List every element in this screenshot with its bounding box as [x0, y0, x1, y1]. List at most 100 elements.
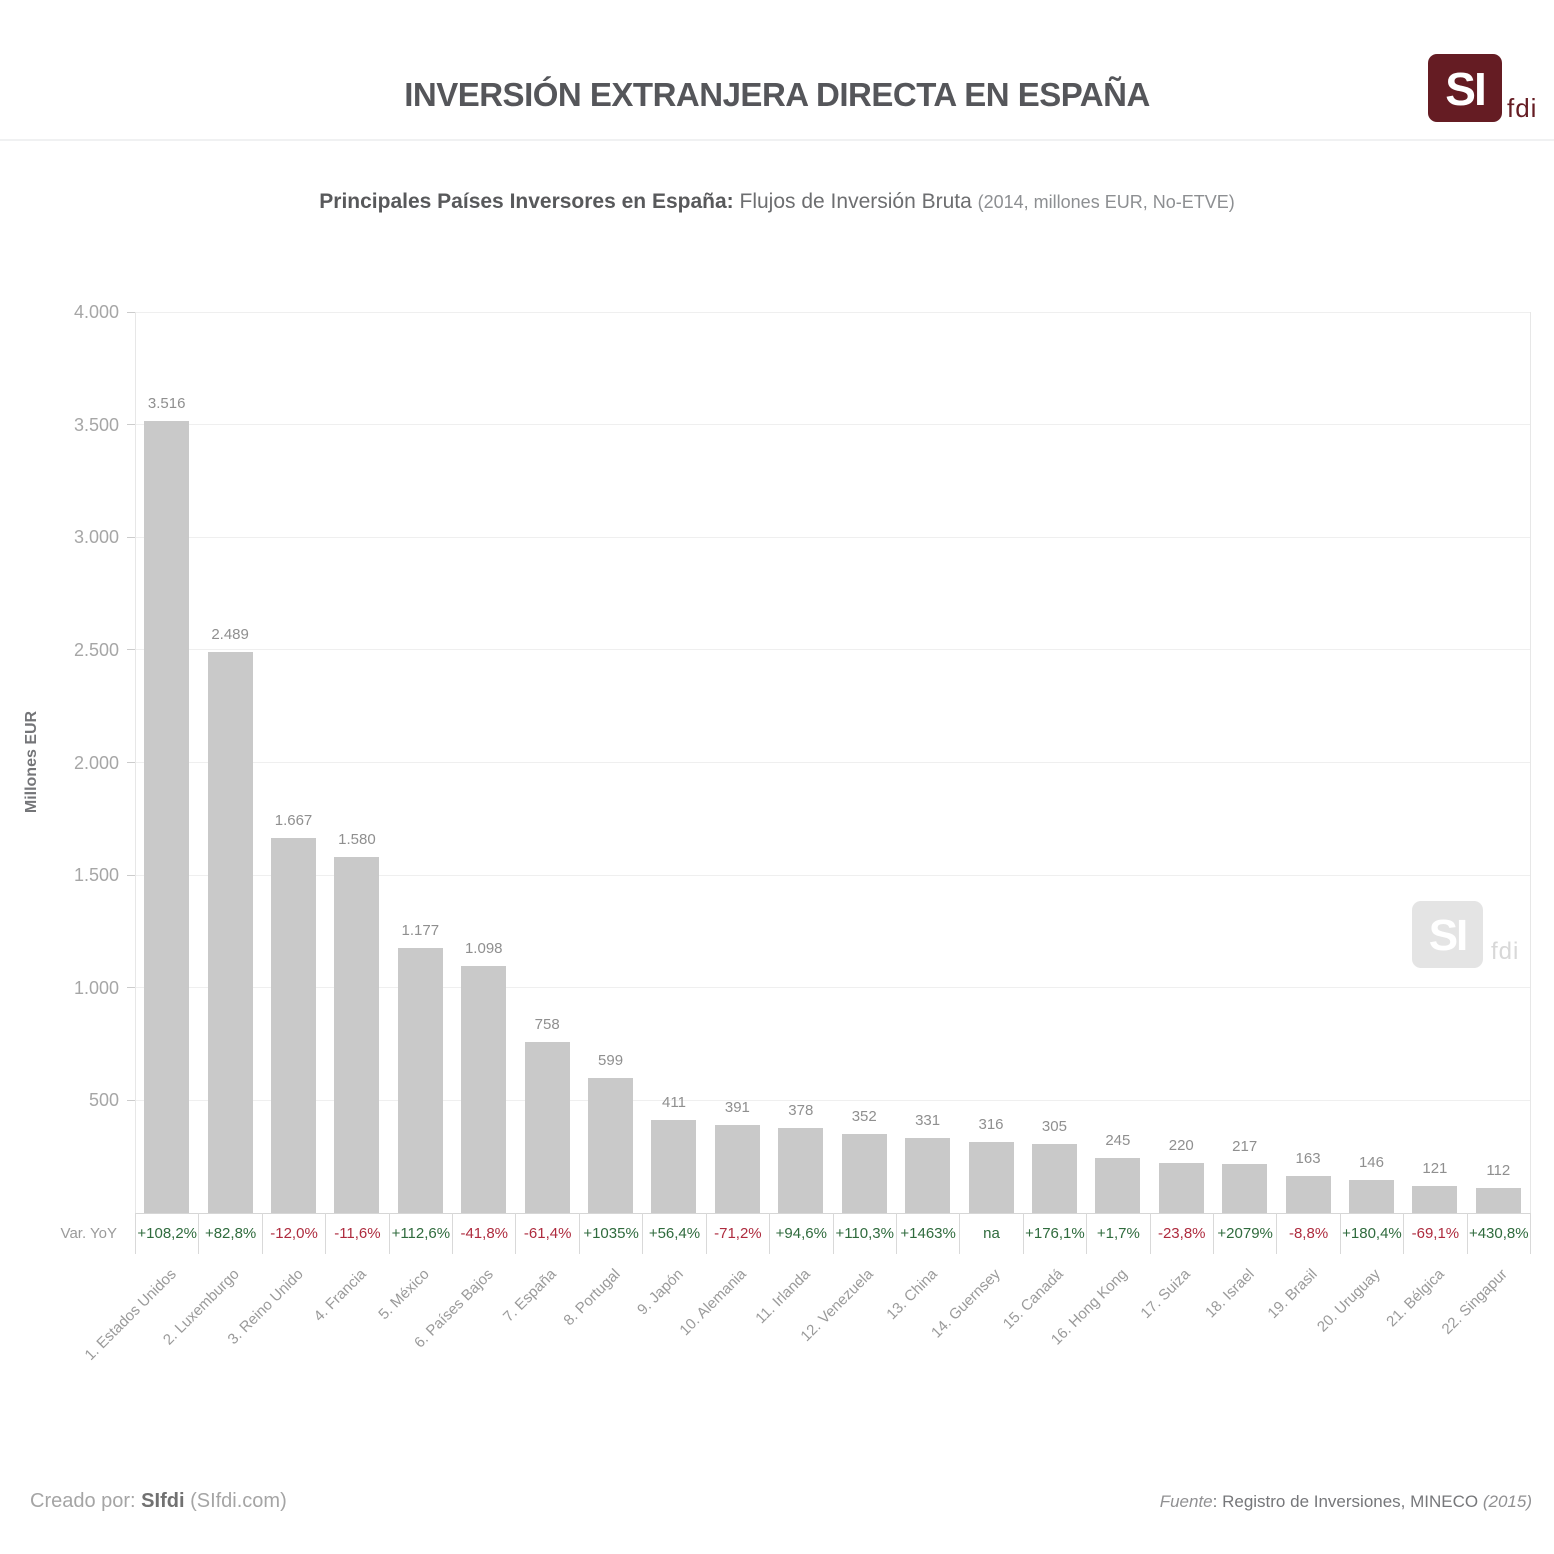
footer-source-word: Fuente	[1159, 1492, 1213, 1511]
logo-si-text: SI	[1445, 63, 1486, 115]
yoy-cell: +108,2%	[135, 1213, 198, 1254]
yoy-cell: -11,6%	[325, 1213, 388, 1254]
bar	[651, 1120, 697, 1213]
bar-value-label: 2.489	[211, 626, 249, 644]
bar-value-label: 146	[1358, 1154, 1384, 1172]
y-tick-mark	[127, 1099, 135, 1101]
bar	[714, 1124, 760, 1213]
bar	[207, 652, 253, 1213]
yoy-cell: +2079%	[1212, 1213, 1276, 1254]
bar-value-label: 112	[1486, 1161, 1511, 1179]
gridline	[135, 424, 1530, 426]
bar	[1285, 1176, 1331, 1213]
bar	[461, 965, 507, 1213]
yoy-row-right-border	[1530, 1213, 1531, 1254]
yoy-cell: -8,8%	[1276, 1213, 1339, 1254]
footer-source-main: : Registro de Inversiones, MINECO	[1212, 1492, 1479, 1511]
y-tick-label: 1.500	[73, 865, 119, 886]
watermark-fdi-text: fdi	[1491, 938, 1520, 965]
gridline	[135, 536, 1530, 538]
y-tick-mark	[127, 874, 135, 876]
yoy-cell: +1463%	[895, 1213, 959, 1254]
logo-fdi-text: fdi	[1507, 93, 1538, 123]
page-title: INVERSIÓN EXTRANJERA DIRECTA EN ESPAÑA	[404, 76, 1150, 113]
gridline	[135, 311, 1530, 313]
bar-value-label: 391	[724, 1098, 750, 1116]
bar-value-label: 305	[1041, 1118, 1067, 1136]
title-divider	[0, 139, 1554, 141]
footer-source-year: (2015)	[1478, 1492, 1532, 1511]
bar	[1031, 1144, 1077, 1213]
bar	[1475, 1187, 1521, 1213]
yoy-cell: +110,3%	[832, 1213, 896, 1254]
yoy-cell: -61,4%	[515, 1213, 578, 1254]
footer-credit: Creado por: SIfdi (SIfdi.com)	[30, 1490, 287, 1513]
y-tick-mark	[127, 649, 135, 651]
footer-source: Fuente: Registro de Inversiones, MINECO …	[1160, 1492, 1532, 1512]
bar-value-label: 331	[915, 1112, 941, 1130]
bar	[334, 857, 380, 1213]
footer-credit-prefix: Creado por:	[30, 1490, 142, 1512]
y-tick-mark	[127, 987, 135, 989]
bar-value-label: 378	[788, 1101, 814, 1119]
yoy-cell: +112,6%	[388, 1213, 452, 1254]
yoy-cell: -71,2%	[705, 1213, 769, 1254]
gridline	[135, 1099, 1530, 1101]
bar-value-label: 1.667	[274, 811, 313, 829]
bar	[524, 1042, 570, 1213]
yoy-row-label: Var. YoY	[60, 1225, 117, 1242]
chart-subtitle: Principales Países Inversores en España:…	[0, 190, 1554, 214]
y-tick-label: 2.000	[73, 752, 119, 773]
gridline	[135, 649, 1530, 651]
gridline	[135, 987, 1530, 989]
y-tick-label: 1.000	[73, 977, 119, 998]
bar	[271, 837, 317, 1213]
sifdi-logo-icon: SI	[1428, 54, 1502, 122]
gridline	[135, 762, 1530, 763]
bar-value-label: 411	[662, 1094, 686, 1112]
yoy-cell: +176,1%	[1022, 1213, 1086, 1254]
subtitle-bold: Principales Países Inversores en España:	[319, 190, 734, 213]
y-tick-label: 3.000	[73, 527, 119, 548]
bar	[588, 1078, 634, 1213]
y-tick-mark	[127, 424, 135, 426]
watermark-logo-icon: SI	[1412, 901, 1483, 968]
y-tick-label: 3.500	[73, 414, 119, 435]
y-axis-line	[135, 312, 136, 1213]
subtitle-note: (2014, millones EUR, No-ETVE)	[977, 192, 1235, 212]
yoy-cell: -69,1%	[1403, 1213, 1466, 1254]
bar-value-label: 121	[1422, 1159, 1448, 1177]
y-tick-label: 2.500	[73, 639, 119, 660]
y-tick-mark	[127, 762, 135, 763]
bar-value-label: 1.098	[464, 939, 503, 957]
yoy-cell: -41,8%	[452, 1213, 515, 1254]
watermark-si-text: SI	[1428, 911, 1469, 960]
yoy-cell: na	[959, 1213, 1022, 1254]
footer-credit-suffix: (SIfdi.com)	[184, 1490, 287, 1512]
yoy-cell: +1,7%	[1086, 1213, 1149, 1254]
yoy-cell: +82,8%	[198, 1213, 261, 1254]
bar	[397, 947, 443, 1213]
bar	[1158, 1163, 1204, 1213]
bar	[1095, 1157, 1141, 1213]
bar-value-label: 245	[1105, 1131, 1131, 1149]
footer-credit-brand: SIfdi	[141, 1490, 185, 1512]
yoy-cell: +1035%	[578, 1213, 642, 1254]
yoy-cell: +56,4%	[642, 1213, 705, 1254]
bar-value-label: 163	[1295, 1150, 1321, 1168]
bar-value-label: 217	[1232, 1138, 1258, 1156]
yoy-cell: -23,8%	[1149, 1213, 1213, 1254]
bar-value-label: 352	[851, 1107, 877, 1125]
gridline	[135, 874, 1530, 876]
bar	[968, 1141, 1014, 1213]
bar-value-label: 1.177	[401, 921, 440, 939]
bar	[778, 1127, 824, 1213]
bar	[1412, 1185, 1458, 1213]
yoy-cell: +180,4%	[1339, 1213, 1403, 1254]
yoy-cell: -12,0%	[261, 1213, 325, 1254]
bar	[144, 421, 190, 1213]
bar-value-label: 3.516	[147, 395, 186, 413]
yoy-cell: +430,8%	[1466, 1213, 1530, 1254]
plot-right-border	[1530, 312, 1531, 1213]
